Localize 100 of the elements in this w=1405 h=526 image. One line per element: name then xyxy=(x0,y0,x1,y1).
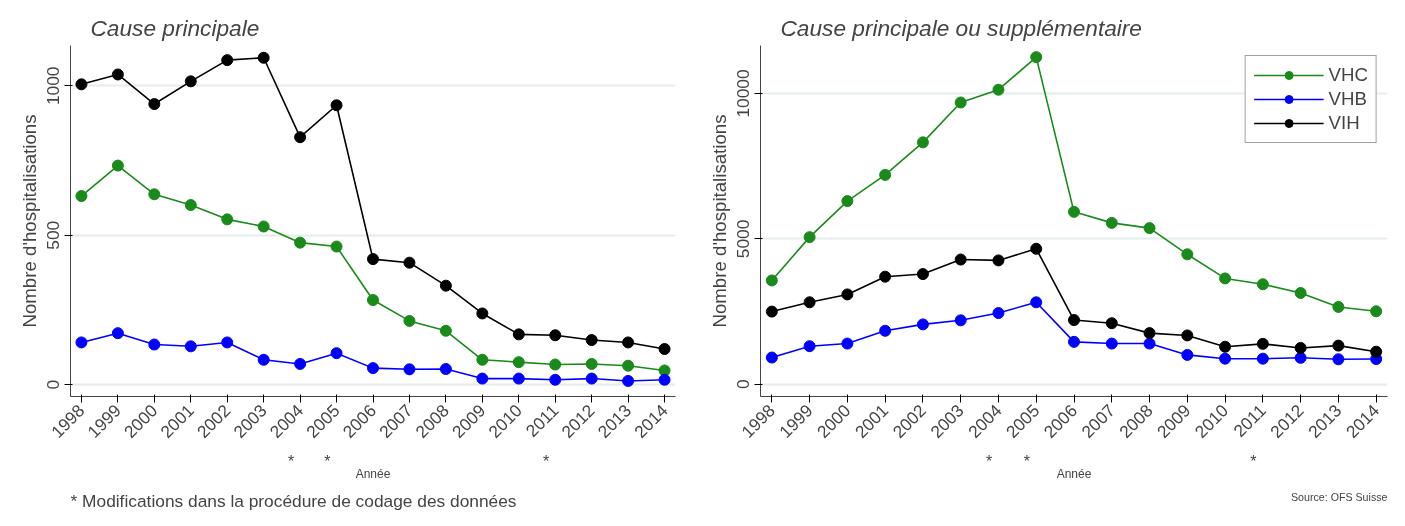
point xyxy=(954,96,967,109)
point xyxy=(75,78,88,91)
point xyxy=(439,363,452,376)
point xyxy=(954,314,967,327)
point xyxy=(512,372,525,385)
point xyxy=(75,190,88,203)
y-axis-title: Nombre d'hospitalisations xyxy=(708,114,730,328)
point xyxy=(622,374,635,387)
text: * xyxy=(324,452,331,470)
y-tick-label: 0 xyxy=(43,379,64,390)
point xyxy=(841,288,854,301)
point xyxy=(403,256,416,269)
point xyxy=(330,347,343,360)
point xyxy=(184,199,197,212)
point xyxy=(585,357,598,370)
point xyxy=(403,363,416,376)
point xyxy=(549,329,562,342)
point xyxy=(294,236,307,249)
text: * xyxy=(1250,452,1257,470)
legend-label: VIH xyxy=(1328,112,1360,134)
point xyxy=(1332,353,1345,366)
point xyxy=(992,83,1005,96)
point xyxy=(184,75,197,88)
text: * xyxy=(543,452,550,470)
point xyxy=(330,240,343,253)
point xyxy=(879,270,892,283)
point xyxy=(111,159,124,172)
point xyxy=(257,51,270,64)
point xyxy=(330,99,343,112)
x-axis-title: Année xyxy=(355,466,391,481)
point xyxy=(403,314,416,327)
point xyxy=(992,254,1005,267)
point xyxy=(1105,216,1118,229)
point xyxy=(765,351,778,364)
point xyxy=(658,343,671,355)
point xyxy=(221,213,234,226)
y-tick-label: 0 xyxy=(733,379,754,390)
point xyxy=(148,188,161,201)
text: * xyxy=(1023,452,1030,470)
point xyxy=(1030,51,1043,64)
point xyxy=(1143,327,1156,340)
point xyxy=(1068,335,1080,348)
point xyxy=(1030,296,1043,309)
point xyxy=(1181,329,1194,342)
point xyxy=(765,274,778,287)
point xyxy=(221,54,234,67)
point xyxy=(916,268,929,281)
point xyxy=(585,334,598,347)
chart-title: Cause principale xyxy=(90,14,260,41)
point xyxy=(512,328,525,341)
point xyxy=(1219,272,1232,285)
point xyxy=(1370,305,1383,318)
point xyxy=(549,373,562,386)
point xyxy=(585,372,598,385)
legend-label: VHB xyxy=(1328,88,1367,110)
y-axis-title: Nombre d'hospitalisations xyxy=(18,114,40,328)
point xyxy=(803,340,816,353)
x-axis-title: Année xyxy=(1056,466,1092,481)
point xyxy=(221,336,234,349)
point xyxy=(1370,345,1383,358)
point xyxy=(879,168,892,181)
y-tick-label: 500 xyxy=(43,220,64,250)
point xyxy=(1105,317,1118,330)
point xyxy=(1332,300,1345,313)
point xyxy=(549,358,562,371)
point xyxy=(111,68,124,81)
legend-label: VHC xyxy=(1328,64,1368,86)
point xyxy=(148,338,161,351)
point xyxy=(111,327,124,340)
point xyxy=(916,136,929,149)
point xyxy=(879,324,892,337)
point xyxy=(622,336,635,349)
text: * xyxy=(287,452,295,470)
point xyxy=(439,279,452,292)
point xyxy=(954,253,967,266)
point xyxy=(992,307,1005,320)
point xyxy=(803,231,816,244)
point xyxy=(294,357,307,370)
point xyxy=(148,98,161,111)
point xyxy=(367,294,379,306)
point xyxy=(1256,278,1269,291)
chart-title: Cause principale ou supplémentaire xyxy=(780,14,1142,41)
point xyxy=(257,220,270,233)
point xyxy=(841,195,854,208)
point xyxy=(512,356,525,369)
point xyxy=(1256,337,1269,350)
point xyxy=(476,353,489,366)
point xyxy=(1068,314,1080,327)
point xyxy=(367,253,379,266)
point xyxy=(622,359,635,372)
point xyxy=(439,324,452,337)
point xyxy=(1332,339,1345,352)
point xyxy=(658,373,671,386)
point xyxy=(476,307,489,320)
point xyxy=(1294,351,1307,364)
point xyxy=(75,336,88,349)
point xyxy=(803,296,816,309)
point xyxy=(841,337,854,350)
y-tick-label: 5000 xyxy=(733,219,754,259)
point xyxy=(916,318,929,331)
